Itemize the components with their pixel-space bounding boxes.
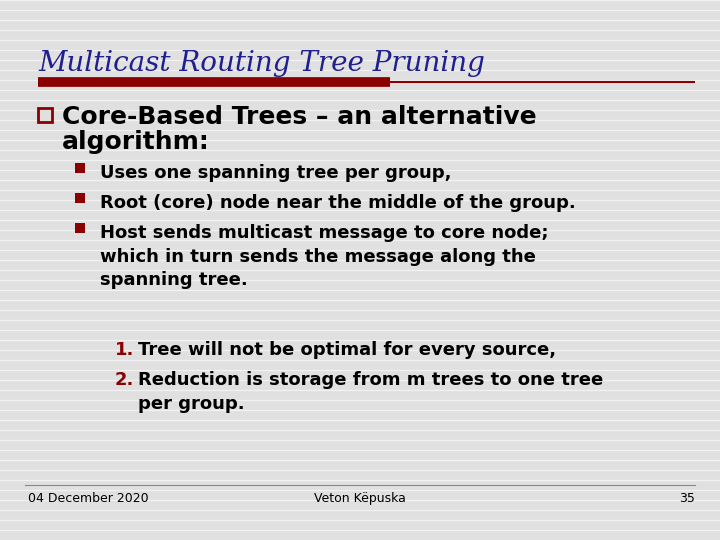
Text: 04 December 2020: 04 December 2020 — [28, 492, 148, 505]
Text: 1.: 1. — [115, 341, 135, 359]
Text: Host sends multicast message to core node;
which in turn sends the message along: Host sends multicast message to core nod… — [100, 224, 549, 289]
Text: Uses one spanning tree per group,: Uses one spanning tree per group, — [100, 164, 451, 182]
FancyBboxPatch shape — [38, 108, 52, 122]
Text: Tree will not be optimal for every source,: Tree will not be optimal for every sourc… — [138, 341, 556, 359]
Text: Multicast Routing Tree Pruning: Multicast Routing Tree Pruning — [38, 50, 485, 77]
FancyBboxPatch shape — [75, 223, 85, 233]
Text: algorithm:: algorithm: — [62, 130, 210, 154]
Text: Root (core) node near the middle of the group.: Root (core) node near the middle of the … — [100, 194, 576, 212]
Text: Reduction is storage from m trees to one tree
per group.: Reduction is storage from m trees to one… — [138, 371, 603, 413]
FancyBboxPatch shape — [75, 163, 85, 173]
FancyBboxPatch shape — [75, 193, 85, 203]
Text: 35: 35 — [679, 492, 695, 505]
Text: 2.: 2. — [115, 371, 135, 389]
Text: Veton Këpuska: Veton Këpuska — [314, 492, 406, 505]
Text: Core-Based Trees – an alternative: Core-Based Trees – an alternative — [62, 105, 536, 129]
